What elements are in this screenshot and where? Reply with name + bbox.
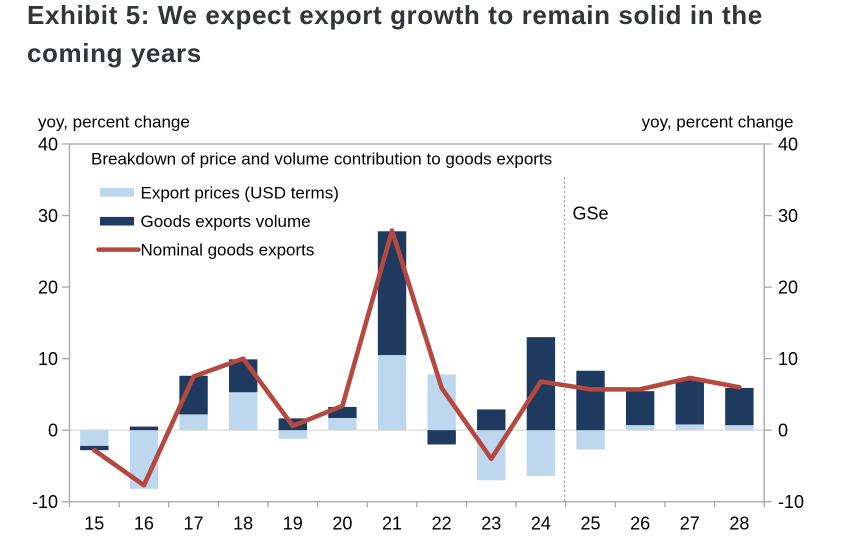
- x-category-label-26: 26: [630, 514, 650, 534]
- bar-export-prices-25: [576, 430, 605, 450]
- x-category-label-27: 27: [680, 514, 700, 534]
- nominal-goods-exports-line: [92, 228, 742, 488]
- bar-goods-exports-volume-28: [725, 387, 754, 426]
- x-category-label-23: 23: [481, 514, 501, 534]
- x-category-label-19: 19: [283, 514, 303, 534]
- bar-export-prices-21: [377, 355, 407, 431]
- bar-goods-exports-volume-26: [625, 391, 655, 426]
- gse-annotation: GSe: [573, 204, 609, 224]
- right-y-tick-label-40: 40: [778, 134, 798, 154]
- bar-goods-exports-volume-21: [377, 231, 407, 356]
- x-category-label-21: 21: [382, 514, 402, 534]
- bar-export-prices-20: [328, 418, 357, 431]
- bar-goods-exports-volume-25: [576, 370, 605, 431]
- x-category-label-15: 15: [84, 514, 104, 534]
- right-y-tick-label-20: 20: [778, 277, 798, 297]
- x-category-label-17: 17: [184, 514, 204, 534]
- bar-export-prices-17: [179, 414, 208, 431]
- right-axis-title: yoy, percent change: [642, 113, 794, 132]
- left-y-tick-label-30: 30: [38, 206, 58, 226]
- bar-export-prices-15: [80, 430, 109, 446]
- legend-swatch-goods-exports-volume: [100, 216, 134, 226]
- left-y-tick-label-0: 0: [48, 420, 58, 440]
- x-category-label-25: 25: [581, 514, 601, 534]
- right-y-tick-label-30: 30: [778, 206, 798, 226]
- left-y-tick-label-20: 20: [38, 277, 58, 297]
- x-category-label-18: 18: [233, 514, 253, 534]
- right-y-tick-label-10: 10: [778, 349, 798, 369]
- bar-goods-exports-volume-18: [228, 359, 258, 393]
- x-category-label-16: 16: [134, 514, 154, 534]
- exhibit-title: Exhibit 5: We expect export growth to re…: [27, 0, 763, 72]
- legend-swatch-export-prices: [100, 188, 134, 197]
- left-y-tick-label-10: 10: [38, 349, 58, 369]
- bar-export-prices-28: [725, 425, 754, 431]
- left-axis-title: yoy, percent change: [38, 113, 190, 132]
- x-category-label-22: 22: [432, 514, 452, 534]
- bar-goods-exports-volume-22: [427, 430, 456, 445]
- bar-export-prices-24: [526, 430, 556, 476]
- left-y-tick-label-40: 40: [38, 134, 58, 154]
- bars-group: [80, 231, 754, 489]
- legend-label-0: Export prices (USD terms): [141, 183, 339, 202]
- x-category-label-24: 24: [531, 514, 551, 534]
- bar-export-prices-18: [228, 392, 258, 431]
- bar-goods-exports-volume-16: [129, 426, 159, 431]
- bar-export-prices-19: [278, 430, 307, 439]
- x-category-label-20: 20: [332, 514, 352, 534]
- right-y-tick-label-0: 0: [778, 420, 788, 440]
- legend-label-2: Nominal goods exports: [141, 241, 315, 260]
- bar-export-prices-27: [675, 424, 704, 431]
- exhibit-title-line-1: Exhibit 5: We expect export growth to re…: [27, 0, 763, 30]
- bar-goods-exports-volume-20: [328, 406, 357, 418]
- bar-export-prices-26: [625, 425, 655, 431]
- legend-label-1: Goods exports volume: [141, 212, 311, 231]
- left-y-tick-label--10: -10: [32, 492, 58, 512]
- exhibit-title-line-2: coming years: [27, 38, 202, 68]
- x-category-label-28: 28: [729, 514, 749, 534]
- bar-goods-exports-volume-23: [477, 409, 506, 431]
- chart-subtitle: Breakdown of price and volume contributi…: [91, 150, 552, 169]
- right-y-tick-label--10: -10: [778, 492, 804, 512]
- bar-goods-exports-volume-27: [675, 380, 704, 425]
